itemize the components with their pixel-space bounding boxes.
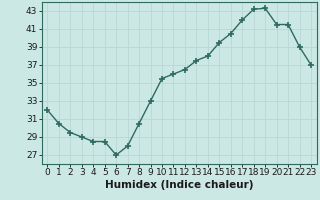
X-axis label: Humidex (Indice chaleur): Humidex (Indice chaleur) <box>105 180 253 190</box>
